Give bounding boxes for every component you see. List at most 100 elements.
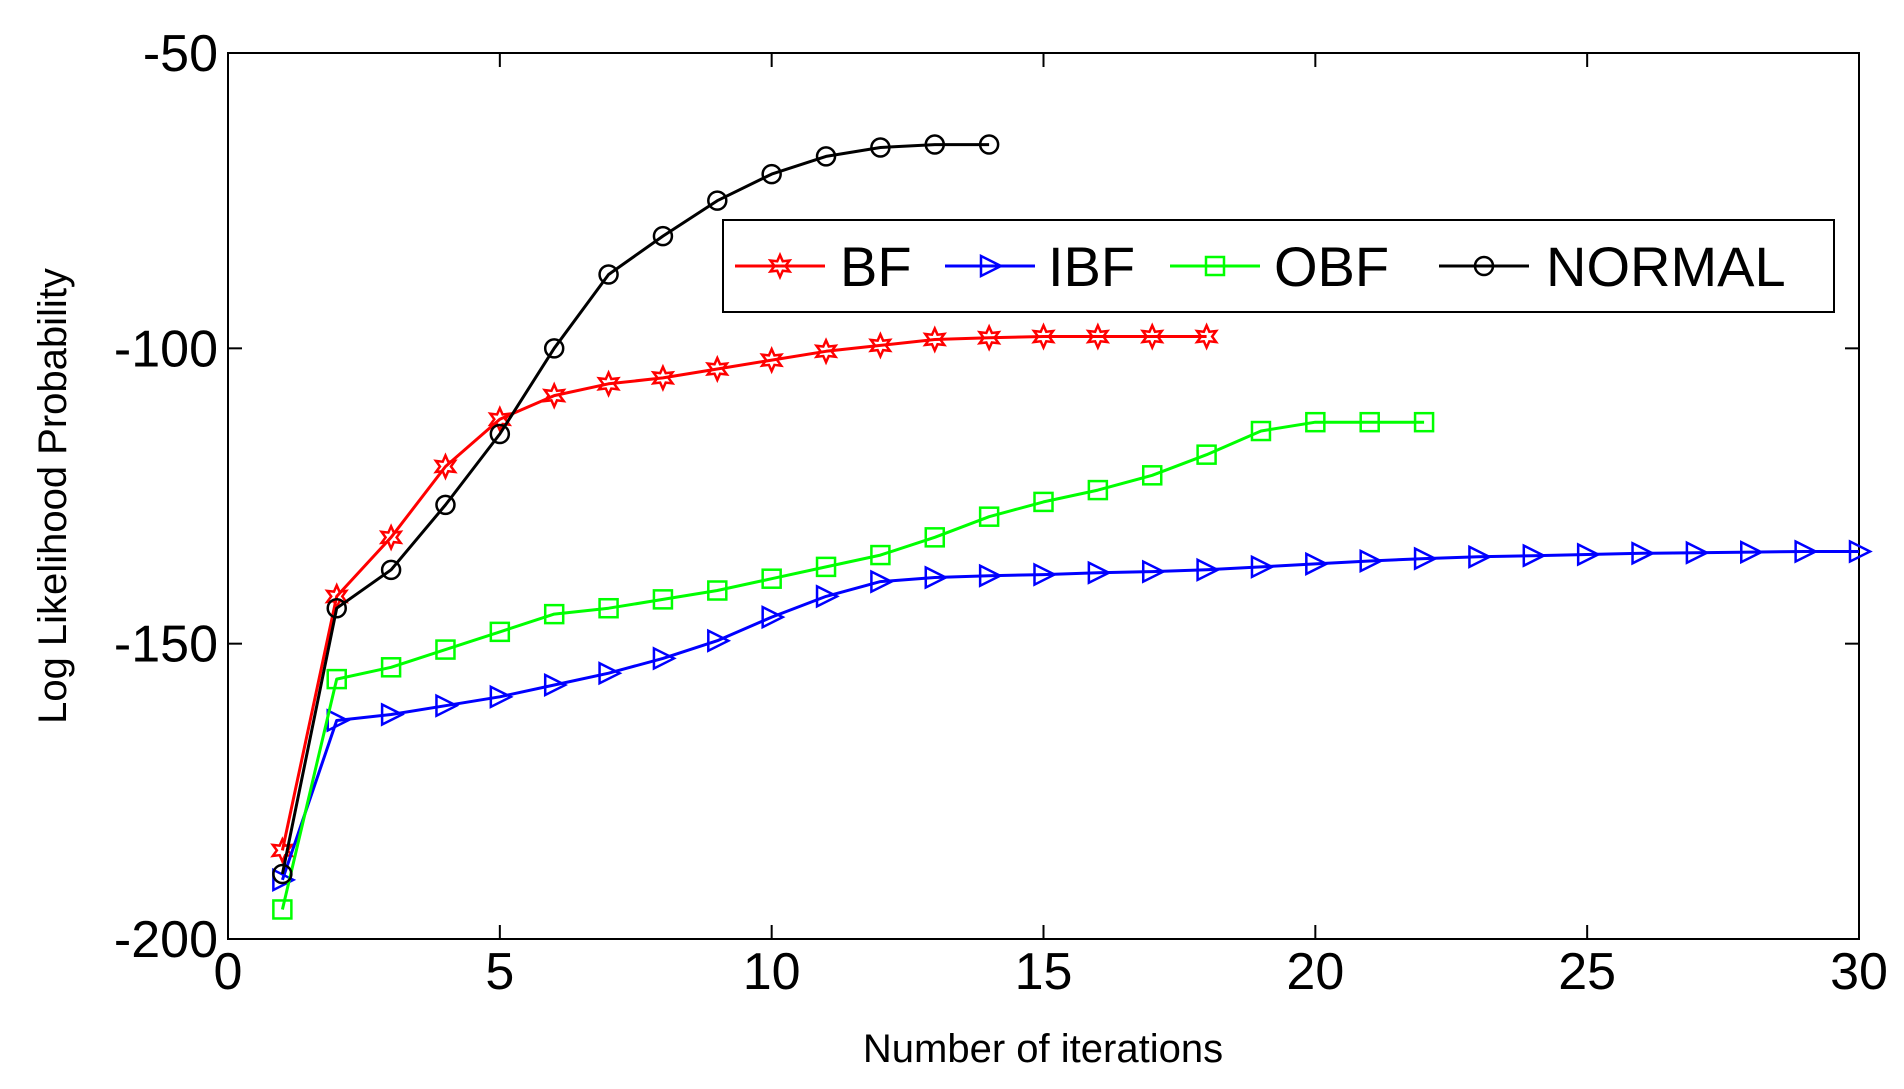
plot-area	[227, 52, 1873, 940]
data-point-bf	[868, 331, 893, 360]
data-point-ibf	[870, 569, 895, 594]
data-point-obf	[652, 589, 674, 610]
legend-label-ibf: IBF	[1048, 235, 1135, 298]
data-point-normal	[978, 134, 1000, 155]
data-point-ibf	[1576, 542, 1601, 567]
data-point-ibf	[1468, 544, 1493, 569]
data-point-normal	[489, 423, 511, 445]
data-point-ibf	[1033, 562, 1058, 587]
data-point-ibf	[1631, 541, 1656, 566]
data-point-obf	[1250, 420, 1272, 442]
data-point-normal	[761, 163, 782, 185]
data-point-obf	[1413, 411, 1435, 433]
data-point-normal	[272, 863, 293, 885]
x-tick-label: 5	[485, 943, 514, 1001]
legend: BF IBF OBF NORMAL	[722, 219, 1835, 313]
data-point-ibf	[1685, 540, 1710, 565]
data-point-obf	[1141, 465, 1163, 486]
data-point-ibf	[1413, 546, 1438, 571]
data-point-ibf	[543, 672, 568, 698]
data-point-obf	[380, 657, 402, 678]
y-tick-label: -200	[114, 911, 218, 969]
data-point-ibf	[707, 628, 732, 653]
data-point-ibf	[1250, 554, 1275, 579]
data-point-obf	[1305, 411, 1326, 433]
legend-label-bf: BF	[840, 235, 912, 298]
data-point-obf	[815, 556, 837, 578]
legend-marker-ibf	[979, 253, 1004, 279]
data-point-obf	[1196, 444, 1217, 465]
legend-marker-obf	[1204, 255, 1226, 277]
series-layer	[270, 134, 1873, 920]
y-tick-label: -100	[114, 320, 218, 378]
y-tick-labels: -200 -150 -100 -50	[114, 25, 218, 969]
data-point-obf	[870, 544, 891, 566]
data-point-bf	[1194, 322, 1219, 351]
data-point-normal	[924, 134, 946, 155]
data-point-normal	[380, 559, 402, 581]
x-axis-label: Number of iterations	[863, 1027, 1223, 1071]
data-point-ibf	[652, 646, 677, 671]
data-point-obf	[761, 568, 782, 589]
data-point-normal	[326, 597, 347, 619]
legend-box	[722, 219, 1835, 313]
data-point-obf	[1087, 479, 1109, 501]
data-point-ibf	[435, 693, 460, 718]
data-point-ibf	[489, 684, 514, 709]
series-obf	[272, 411, 1435, 920]
data-point-obf	[489, 621, 511, 643]
x-tick-label: 0	[214, 943, 243, 1001]
data-point-ibf	[978, 563, 1003, 588]
data-point-bf	[541, 381, 567, 410]
y-tick-label: -150	[114, 616, 218, 674]
data-point-normal	[870, 137, 891, 158]
data-point-bf	[433, 452, 458, 481]
data-point-obf	[1359, 411, 1380, 433]
data-point-ibf	[1522, 543, 1547, 568]
data-point-bf	[976, 323, 1002, 352]
data-point-ibf	[1794, 539, 1819, 564]
axis-ticks	[227, 52, 1860, 940]
data-point-bf	[1140, 322, 1165, 351]
legend-marker-bf	[767, 251, 793, 281]
data-point-ibf	[761, 605, 786, 630]
legend-label-obf: OBF	[1274, 235, 1389, 298]
data-point-normal	[543, 338, 565, 359]
data-point-ibf	[1848, 539, 1873, 564]
series-normal	[272, 134, 1000, 885]
legend-label-normal: NORMAL	[1546, 235, 1786, 298]
data-point-ibf	[924, 565, 949, 590]
data-point-obf	[1033, 491, 1054, 513]
data-point-ibf	[1740, 540, 1765, 565]
data-point-obf	[978, 506, 1000, 527]
data-point-bf	[813, 337, 839, 366]
data-point-obf	[272, 899, 293, 920]
data-point-normal	[707, 190, 728, 211]
data-point-obf	[435, 639, 456, 660]
data-point-obf	[326, 668, 347, 690]
data-point-bf	[270, 836, 295, 865]
data-point-normal	[815, 146, 837, 167]
data-point-bf	[705, 354, 730, 384]
x-tick-labels: 0 5 10 15 20 25 30	[214, 943, 1888, 1001]
data-point-ibf	[1087, 560, 1112, 585]
data-point-obf	[707, 580, 728, 601]
x-tick-label: 30	[1830, 943, 1888, 1001]
x-tick-label: 15	[1015, 943, 1073, 1001]
legend-item-normal: NORMAL	[1439, 235, 1786, 298]
legend-item-ibf: IBF	[945, 235, 1135, 298]
series-line-bf	[280, 335, 1207, 851]
data-point-bf	[378, 523, 404, 552]
legend-marker-normal	[1473, 255, 1495, 277]
x-tick-label: 25	[1558, 943, 1616, 1001]
data-point-bf	[650, 363, 676, 392]
data-point-ibf	[1141, 559, 1167, 584]
data-point-ibf	[1196, 557, 1221, 582]
data-point-ibf	[380, 702, 405, 727]
y-axis-label: Log Likelihood Probability	[31, 268, 75, 724]
data-point-bf	[922, 325, 947, 354]
data-point-normal	[652, 225, 674, 247]
data-point-ibf	[1305, 551, 1330, 576]
